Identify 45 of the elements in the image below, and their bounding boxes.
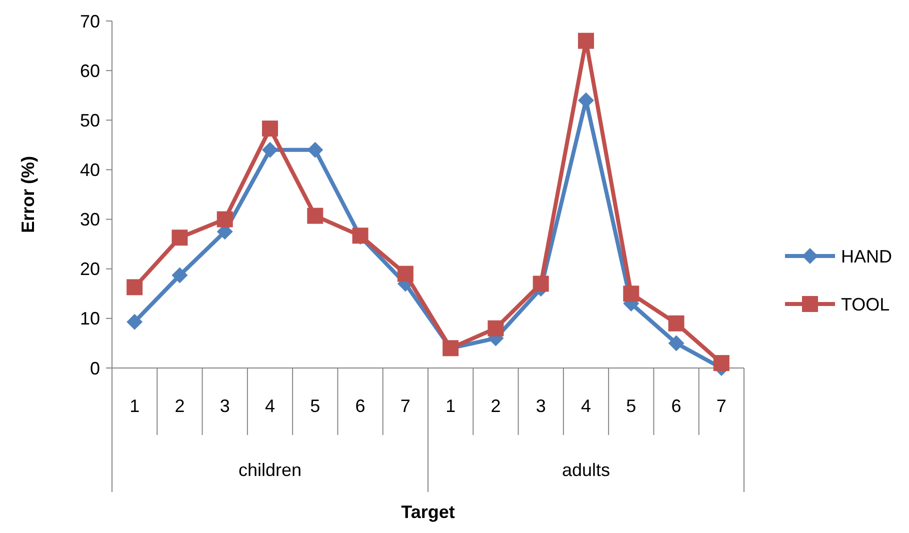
- x-tick-label: 4: [580, 396, 592, 416]
- x-tick-label: 7: [400, 396, 410, 416]
- point: [307, 208, 324, 224]
- x-tick-label: 5: [310, 396, 320, 416]
- y-tick-label: 50: [80, 110, 100, 130]
- x-tick-label: 5: [626, 396, 636, 416]
- x-tick-label: 6: [671, 396, 682, 416]
- point: [488, 320, 504, 336]
- point: [172, 267, 188, 284]
- point: [532, 276, 549, 292]
- point: [126, 314, 143, 330]
- point: [397, 266, 414, 282]
- text: adults: [562, 460, 610, 480]
- point: [578, 32, 594, 49]
- legend-label: HAND: [841, 246, 892, 266]
- x-tick-label: 4: [264, 396, 276, 416]
- x-axis-title: Target: [401, 502, 455, 522]
- point: [307, 142, 324, 158]
- y-tick-label: 40: [80, 160, 100, 180]
- x-tick-label: 6: [355, 396, 366, 416]
- x-tick-label: 2: [174, 396, 185, 416]
- text: children: [238, 460, 302, 480]
- y-tick-label: 70: [80, 11, 100, 32]
- x-tick-label: 7: [716, 396, 726, 416]
- point: [668, 335, 684, 352]
- x-tick-label: 3: [220, 396, 230, 416]
- point: [623, 286, 640, 302]
- y-tick-label: 60: [80, 60, 100, 81]
- point: [262, 142, 278, 158]
- y-tick-label: 10: [80, 308, 100, 329]
- y-tick-label: 30: [80, 210, 100, 230]
- y-tick-label: 0: [90, 358, 100, 378]
- point: [216, 211, 233, 228]
- y-axis-title: Error (%): [18, 156, 38, 234]
- point: [126, 279, 143, 296]
- point: [668, 315, 684, 332]
- legend-label: TOOL: [841, 294, 890, 314]
- x-tick-label: 1: [130, 396, 140, 416]
- x-tick-label: 3: [536, 396, 546, 416]
- point: [713, 355, 730, 372]
- x-tick-label: 2: [490, 396, 501, 416]
- x-tick-label: 1: [446, 396, 456, 416]
- point: [262, 120, 278, 137]
- point: [172, 230, 188, 246]
- y-tick-label: 20: [80, 259, 100, 280]
